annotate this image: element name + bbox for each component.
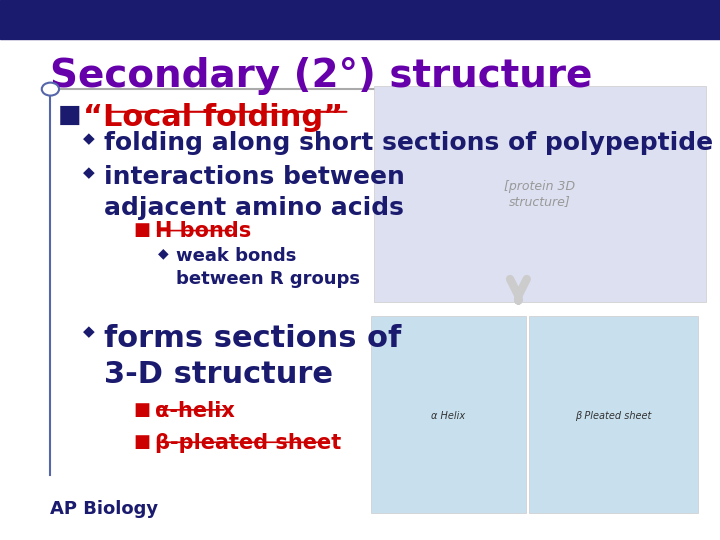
Text: weak bonds
between R groups: weak bonds between R groups bbox=[176, 247, 361, 288]
Text: α-helix: α-helix bbox=[155, 401, 235, 421]
FancyBboxPatch shape bbox=[529, 316, 698, 513]
Text: ■: ■ bbox=[58, 103, 81, 126]
Text: interactions between
adjacent amino acids: interactions between adjacent amino acid… bbox=[104, 165, 405, 220]
Text: ◆: ◆ bbox=[83, 324, 94, 339]
Text: Secondary (2°) structure: Secondary (2°) structure bbox=[50, 57, 593, 94]
Text: ◆: ◆ bbox=[83, 131, 94, 146]
Text: [protein 3D
structure]: [protein 3D structure] bbox=[505, 180, 575, 208]
Text: β Pleated sheet: β Pleated sheet bbox=[575, 411, 652, 421]
Text: AP Biology: AP Biology bbox=[50, 501, 158, 518]
Text: ◆: ◆ bbox=[158, 247, 169, 261]
Text: ■: ■ bbox=[133, 401, 150, 418]
Circle shape bbox=[42, 83, 59, 96]
Text: β-pleated sheet: β-pleated sheet bbox=[155, 433, 341, 453]
Text: forms sections of
3-D structure: forms sections of 3-D structure bbox=[104, 324, 402, 389]
Text: ■: ■ bbox=[133, 433, 150, 451]
FancyBboxPatch shape bbox=[371, 316, 526, 513]
Text: α Helix: α Helix bbox=[431, 411, 466, 421]
Text: ■: ■ bbox=[133, 221, 150, 239]
FancyBboxPatch shape bbox=[374, 86, 706, 302]
Text: H bonds: H bonds bbox=[155, 221, 251, 241]
Text: “Local folding”: “Local folding” bbox=[83, 103, 343, 132]
Text: ◆: ◆ bbox=[83, 165, 94, 180]
Bar bbox=[0, 0, 720, 39]
Text: folding along short sections of polypeptide: folding along short sections of polypept… bbox=[104, 131, 714, 154]
